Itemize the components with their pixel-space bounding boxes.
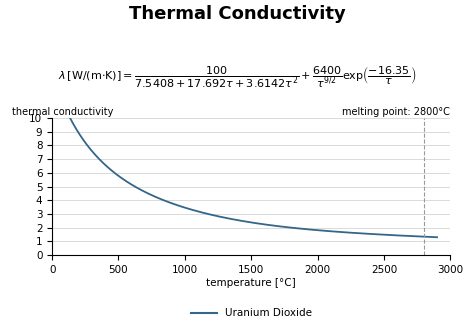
Legend: Uranium Dioxide: Uranium Dioxide bbox=[186, 304, 316, 319]
Text: thermal conductivity: thermal conductivity bbox=[12, 107, 114, 117]
X-axis label: temperature [°C]: temperature [°C] bbox=[206, 278, 296, 288]
Text: Thermal Conductivity: Thermal Conductivity bbox=[128, 5, 346, 23]
Text: melting point: 2800°C: melting point: 2800°C bbox=[342, 107, 450, 117]
Text: $\lambda\,[\mathrm{W/(m{\cdot}K)}]=\dfrac{100}{7.5408+17.692\tau+3.6142\tau^2}+\: $\lambda\,[\mathrm{W/(m{\cdot}K)}]=\dfra… bbox=[58, 64, 416, 90]
